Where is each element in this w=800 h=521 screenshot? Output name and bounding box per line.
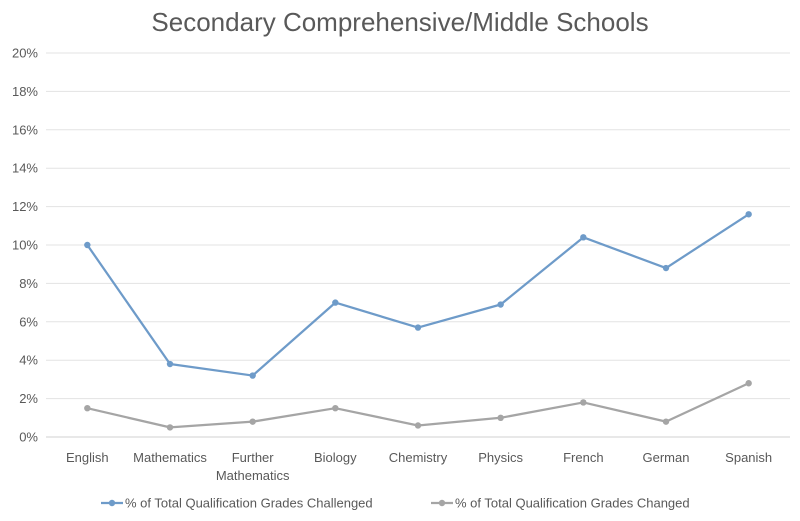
y-tick-label: 6% — [19, 314, 38, 329]
y-tick-label: 0% — [19, 430, 38, 445]
data-point — [332, 299, 339, 306]
data-point — [497, 414, 504, 421]
x-tick-label: Biology — [314, 450, 357, 465]
x-tick-label: Mathematics — [133, 450, 207, 465]
data-point — [580, 234, 587, 241]
y-tick-label: 8% — [19, 276, 38, 291]
y-tick-label: 4% — [19, 353, 38, 368]
legend-swatch-marker — [108, 499, 116, 507]
x-tick-label: French — [563, 450, 603, 465]
x-axis: English Mathematics Further Mathematics Biol… — [66, 450, 772, 483]
data-point — [662, 418, 670, 425]
data-point — [249, 372, 256, 379]
data-point — [662, 264, 670, 272]
x-tick-label: Further Mathematics — [216, 450, 290, 483]
y-tick-label: 18% — [12, 84, 38, 99]
x-tick-label: German — [643, 450, 690, 465]
x-tick-label: Physics — [478, 450, 523, 465]
legend: % of Total Qualification Grades Challeng… — [101, 496, 690, 511]
y-axis: 0% 2% 4% 6% 8% 10% 12% 14% 16% 18% 20% — [12, 46, 38, 445]
series-line — [86, 213, 750, 377]
y-tick-label: 16% — [12, 122, 38, 137]
data-point — [166, 424, 174, 431]
legend-item-2: % of Total Qualification Grades Changed — [431, 496, 690, 511]
x-tick-label: Spanish — [725, 450, 772, 465]
gridlines — [46, 52, 790, 438]
y-tick-label: 14% — [12, 161, 38, 176]
series-group — [84, 211, 752, 431]
data-point — [580, 399, 587, 406]
series-line — [86, 382, 750, 429]
legend-swatch-marker — [438, 499, 446, 507]
y-tick-label: 2% — [19, 391, 38, 406]
x-tick-label: English — [66, 450, 109, 465]
data-point — [497, 301, 504, 308]
data-point — [745, 211, 752, 218]
series-2 — [84, 380, 752, 431]
data-point — [414, 324, 422, 331]
legend-item-1: % of Total Qualification Grades Challeng… — [101, 496, 373, 511]
data-point — [166, 360, 174, 368]
data-point — [332, 405, 339, 412]
chart-title: Secondary Comprehensive/Middle Schools — [151, 7, 648, 37]
data-point — [249, 418, 256, 425]
y-tick-label: 12% — [12, 199, 38, 214]
data-point — [745, 380, 752, 387]
data-point — [414, 422, 422, 429]
y-tick-label: 10% — [12, 238, 38, 253]
y-tick-label: 20% — [12, 46, 38, 61]
data-point — [84, 241, 91, 249]
series-1 — [84, 211, 752, 379]
legend-label: % of Total Qualification Grades Challeng… — [125, 496, 373, 511]
legend-label: % of Total Qualification Grades Changed — [455, 496, 690, 511]
x-tick-label: Chemistry — [389, 450, 448, 465]
data-point — [84, 405, 91, 412]
